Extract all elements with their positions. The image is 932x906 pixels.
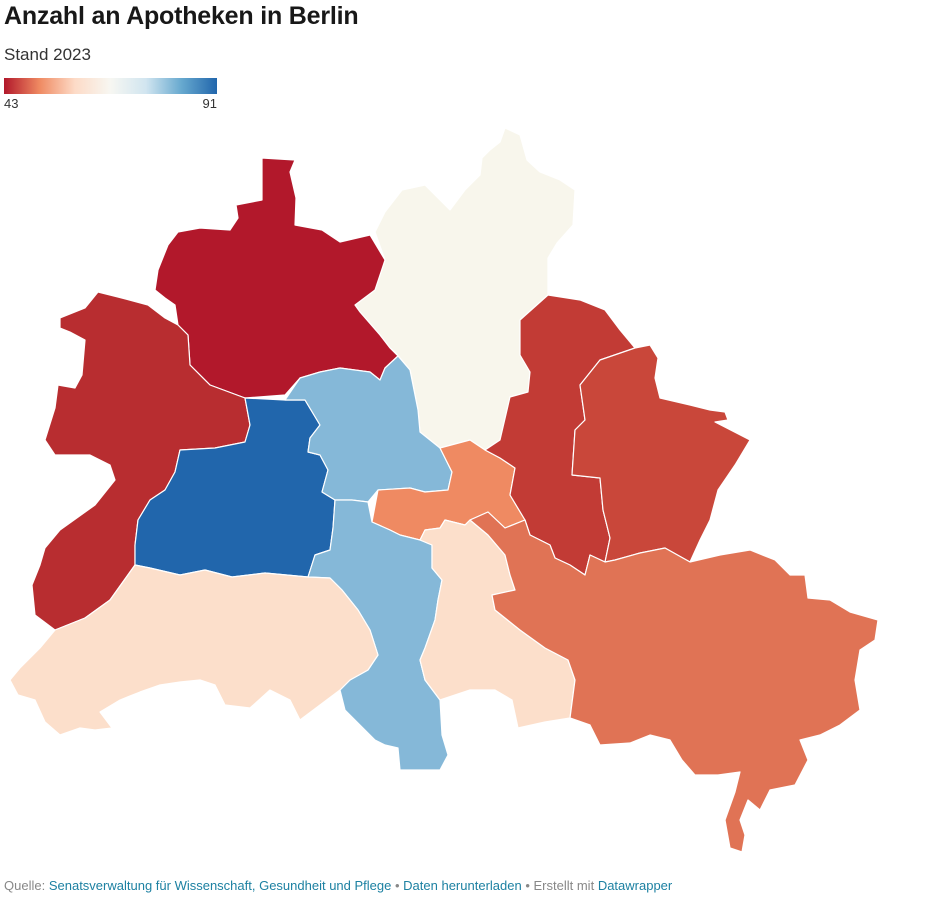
footer-separator: • — [525, 878, 530, 893]
color-legend: 43 91 — [4, 78, 217, 112]
chart-footer: Quelle: Senatsverwaltung für Wissenschaf… — [4, 878, 672, 893]
chart-title: Anzahl an Apotheken in Berlin — [4, 2, 359, 30]
source-prefix: Quelle: — [4, 878, 46, 893]
district-treptow-koepenick[interactable] — [469, 511, 879, 853]
chart-subtitle: Stand 2023 — [4, 45, 91, 64]
download-data-link[interactable]: Daten herunterladen — [403, 878, 522, 893]
berlin-district-map — [9, 127, 879, 853]
district-marzahn-hellersdorf[interactable] — [571, 344, 751, 563]
legend-max-label: 91 — [202, 96, 217, 111]
district-reinickendorf[interactable] — [154, 157, 399, 399]
created-with-label: Erstellt mit — [533, 878, 595, 893]
legend-gradient-bar — [4, 78, 217, 94]
datawrapper-link[interactable]: Datawrapper — [597, 878, 673, 893]
footer-separator: • — [394, 878, 400, 893]
source-link[interactable]: Senatsverwaltung für Wissenschaft, Gesun… — [48, 878, 392, 893]
legend-min-label: 43 — [4, 96, 19, 111]
district-steglitz-zehlendorf[interactable] — [9, 564, 379, 736]
